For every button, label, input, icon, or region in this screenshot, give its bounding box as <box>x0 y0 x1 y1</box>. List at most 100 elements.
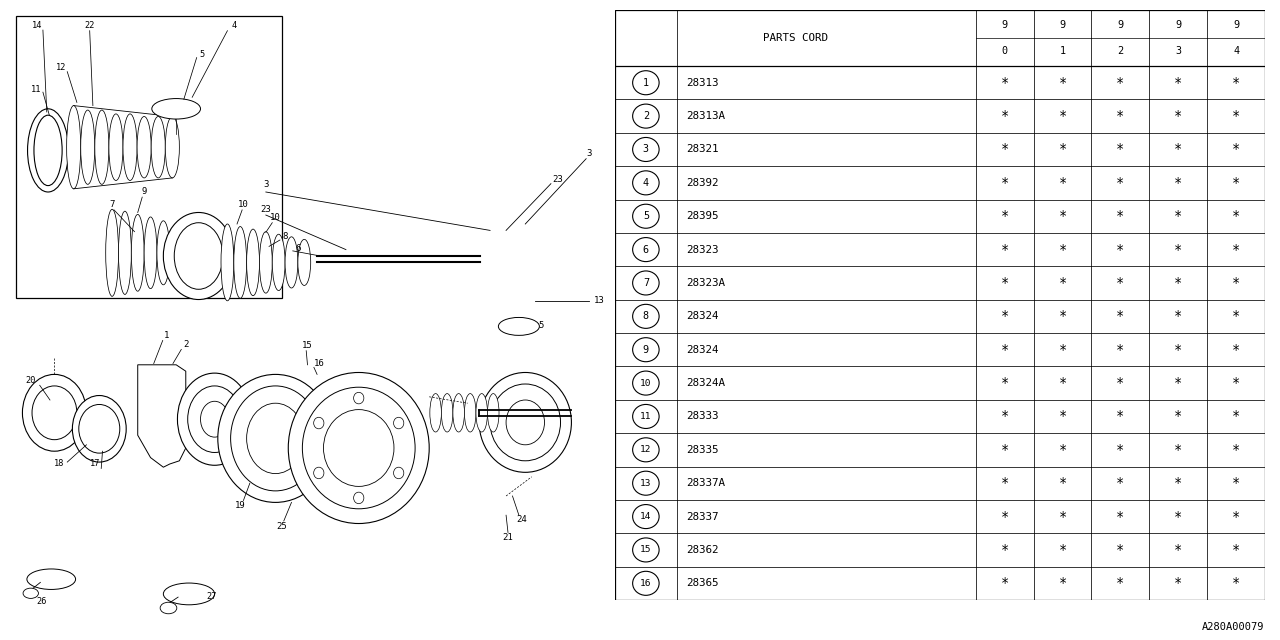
Text: 27: 27 <box>206 592 216 601</box>
Text: 13: 13 <box>594 296 604 305</box>
Text: 24: 24 <box>517 515 527 524</box>
Text: 8: 8 <box>643 311 649 321</box>
Ellipse shape <box>106 209 119 296</box>
Text: *: * <box>1116 443 1125 457</box>
Text: *: * <box>1001 143 1009 156</box>
Text: *: * <box>1174 342 1183 356</box>
Text: *: * <box>1231 476 1240 490</box>
Text: 22: 22 <box>84 21 95 30</box>
Ellipse shape <box>23 374 87 451</box>
Ellipse shape <box>260 232 273 293</box>
Ellipse shape <box>247 229 260 296</box>
Text: 28324: 28324 <box>686 311 719 321</box>
Text: 28392: 28392 <box>686 178 719 188</box>
Text: 17: 17 <box>90 460 100 468</box>
Text: *: * <box>1174 443 1183 457</box>
Text: 8: 8 <box>283 232 288 241</box>
Text: *: * <box>1001 443 1009 457</box>
Ellipse shape <box>178 373 252 465</box>
Ellipse shape <box>393 417 403 429</box>
Text: PARTS CORD: PARTS CORD <box>763 33 828 43</box>
Text: 20: 20 <box>26 376 36 385</box>
Text: 25: 25 <box>276 522 287 531</box>
Ellipse shape <box>218 374 333 502</box>
Text: *: * <box>1059 276 1066 290</box>
Text: 16: 16 <box>314 359 324 368</box>
Text: *: * <box>1116 476 1125 490</box>
Ellipse shape <box>442 394 453 432</box>
Ellipse shape <box>230 386 320 491</box>
Ellipse shape <box>157 221 170 285</box>
Ellipse shape <box>67 106 81 189</box>
Ellipse shape <box>479 372 571 472</box>
Text: *: * <box>1001 376 1009 390</box>
Text: *: * <box>1174 76 1183 90</box>
Text: 28313: 28313 <box>686 77 719 88</box>
Text: 19: 19 <box>234 501 246 510</box>
Text: *: * <box>1174 243 1183 257</box>
Text: *: * <box>1116 543 1125 557</box>
Ellipse shape <box>165 116 179 178</box>
Ellipse shape <box>35 115 63 186</box>
Text: 12: 12 <box>640 445 652 454</box>
Ellipse shape <box>152 99 201 119</box>
Text: 3: 3 <box>264 180 269 189</box>
Ellipse shape <box>119 211 132 294</box>
Text: *: * <box>1059 376 1066 390</box>
Ellipse shape <box>188 386 242 452</box>
Text: 4: 4 <box>232 21 237 30</box>
Text: 28321: 28321 <box>686 145 719 154</box>
Text: *: * <box>1174 543 1183 557</box>
Text: *: * <box>1231 576 1240 590</box>
Ellipse shape <box>314 417 324 429</box>
Text: *: * <box>1001 410 1009 424</box>
Ellipse shape <box>430 394 442 432</box>
Text: *: * <box>1059 76 1066 90</box>
Text: *: * <box>1059 209 1066 223</box>
Text: *: * <box>1001 576 1009 590</box>
Text: *: * <box>1001 309 1009 323</box>
Text: 28323A: 28323A <box>686 278 726 288</box>
Text: 9: 9 <box>1060 20 1065 30</box>
Text: *: * <box>1116 509 1125 524</box>
Text: *: * <box>1116 410 1125 424</box>
Text: 23: 23 <box>260 205 271 214</box>
Text: 28323: 28323 <box>686 244 719 255</box>
Text: 14: 14 <box>32 21 42 30</box>
Text: *: * <box>1001 543 1009 557</box>
Text: *: * <box>1174 209 1183 223</box>
Text: *: * <box>1001 176 1009 190</box>
Text: *: * <box>1231 309 1240 323</box>
Text: 13: 13 <box>640 479 652 488</box>
Ellipse shape <box>151 116 165 178</box>
Text: *: * <box>1001 476 1009 490</box>
Ellipse shape <box>324 410 394 486</box>
Text: 15: 15 <box>640 545 652 554</box>
Ellipse shape <box>81 110 95 184</box>
Ellipse shape <box>393 467 403 479</box>
Text: *: * <box>1116 576 1125 590</box>
Text: *: * <box>1231 376 1240 390</box>
Ellipse shape <box>174 223 223 289</box>
Ellipse shape <box>123 114 137 180</box>
Text: 28395: 28395 <box>686 211 719 221</box>
Text: *: * <box>1001 76 1009 90</box>
Text: *: * <box>1001 209 1009 223</box>
Text: *: * <box>1059 509 1066 524</box>
Ellipse shape <box>353 492 364 504</box>
Text: *: * <box>1174 109 1183 123</box>
Text: 15: 15 <box>302 341 312 350</box>
Text: *: * <box>1059 309 1066 323</box>
Text: 26: 26 <box>36 597 47 606</box>
Ellipse shape <box>490 384 561 461</box>
Text: *: * <box>1116 76 1125 90</box>
Text: *: * <box>1001 509 1009 524</box>
Text: *: * <box>1116 342 1125 356</box>
Ellipse shape <box>109 114 123 180</box>
Text: *: * <box>1116 209 1125 223</box>
Text: *: * <box>1231 509 1240 524</box>
Ellipse shape <box>137 116 151 178</box>
Text: 1: 1 <box>164 331 169 340</box>
Ellipse shape <box>506 400 544 445</box>
Ellipse shape <box>95 110 109 184</box>
